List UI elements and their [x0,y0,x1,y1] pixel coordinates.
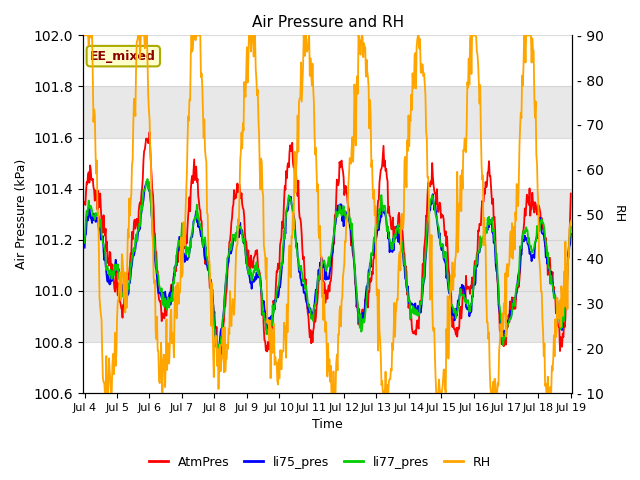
Text: EE_mixed: EE_mixed [90,49,156,63]
Y-axis label: RH: RH [612,205,625,223]
Y-axis label: Air Pressure (kPa): Air Pressure (kPa) [15,159,28,269]
Bar [83,189,572,342]
Bar [83,86,572,138]
Title: Air Pressure and RH: Air Pressure and RH [252,15,404,30]
X-axis label: Time: Time [312,419,343,432]
Legend: AtmPres, li75_pres, li77_pres, RH: AtmPres, li75_pres, li77_pres, RH [144,451,496,474]
